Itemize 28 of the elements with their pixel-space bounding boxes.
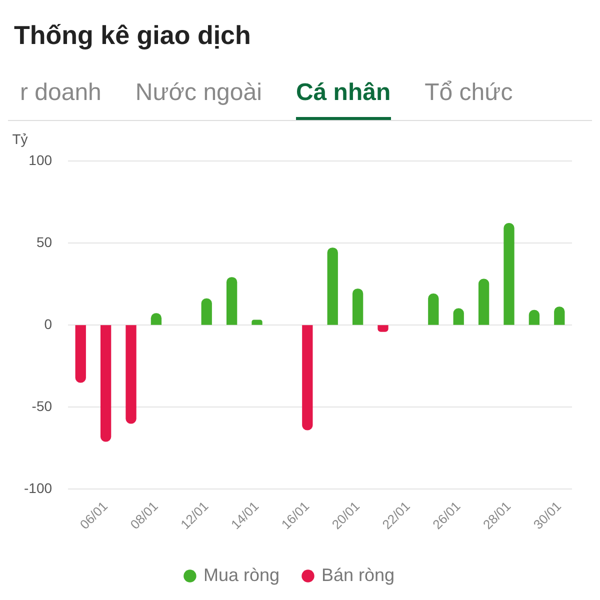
bar [327, 248, 338, 325]
y-tick-label: 50 [36, 234, 52, 250]
bar [504, 222, 514, 325]
legend-label: Bán ròng [321, 564, 395, 585]
bar [428, 293, 439, 325]
y-axis-title: Tỷ [12, 130, 28, 147]
text: r doanh [20, 79, 102, 108]
text: Cá nhân [296, 79, 391, 120]
legend-label: Mua ròng [203, 564, 280, 585]
bar [252, 320, 262, 325]
bar [453, 308, 464, 325]
bar [100, 325, 112, 442]
bar [75, 325, 86, 383]
bar [126, 325, 136, 424]
bar [302, 325, 313, 430]
bar [478, 278, 490, 325]
bar [378, 325, 388, 332]
y-tick-label: -100 [24, 480, 52, 496]
text: Tổ chức [424, 79, 513, 108]
bar [201, 298, 212, 325]
bar [554, 306, 565, 325]
text: Nước ngoài [135, 79, 262, 108]
y-tick-label: -50 [32, 398, 52, 414]
y-tick-label: 100 [28, 152, 52, 168]
chart-title: Thống kê giao dịch [13, 19, 252, 51]
bar [226, 277, 238, 325]
y-tick-label: 0 [44, 316, 52, 332]
bar [352, 288, 364, 325]
